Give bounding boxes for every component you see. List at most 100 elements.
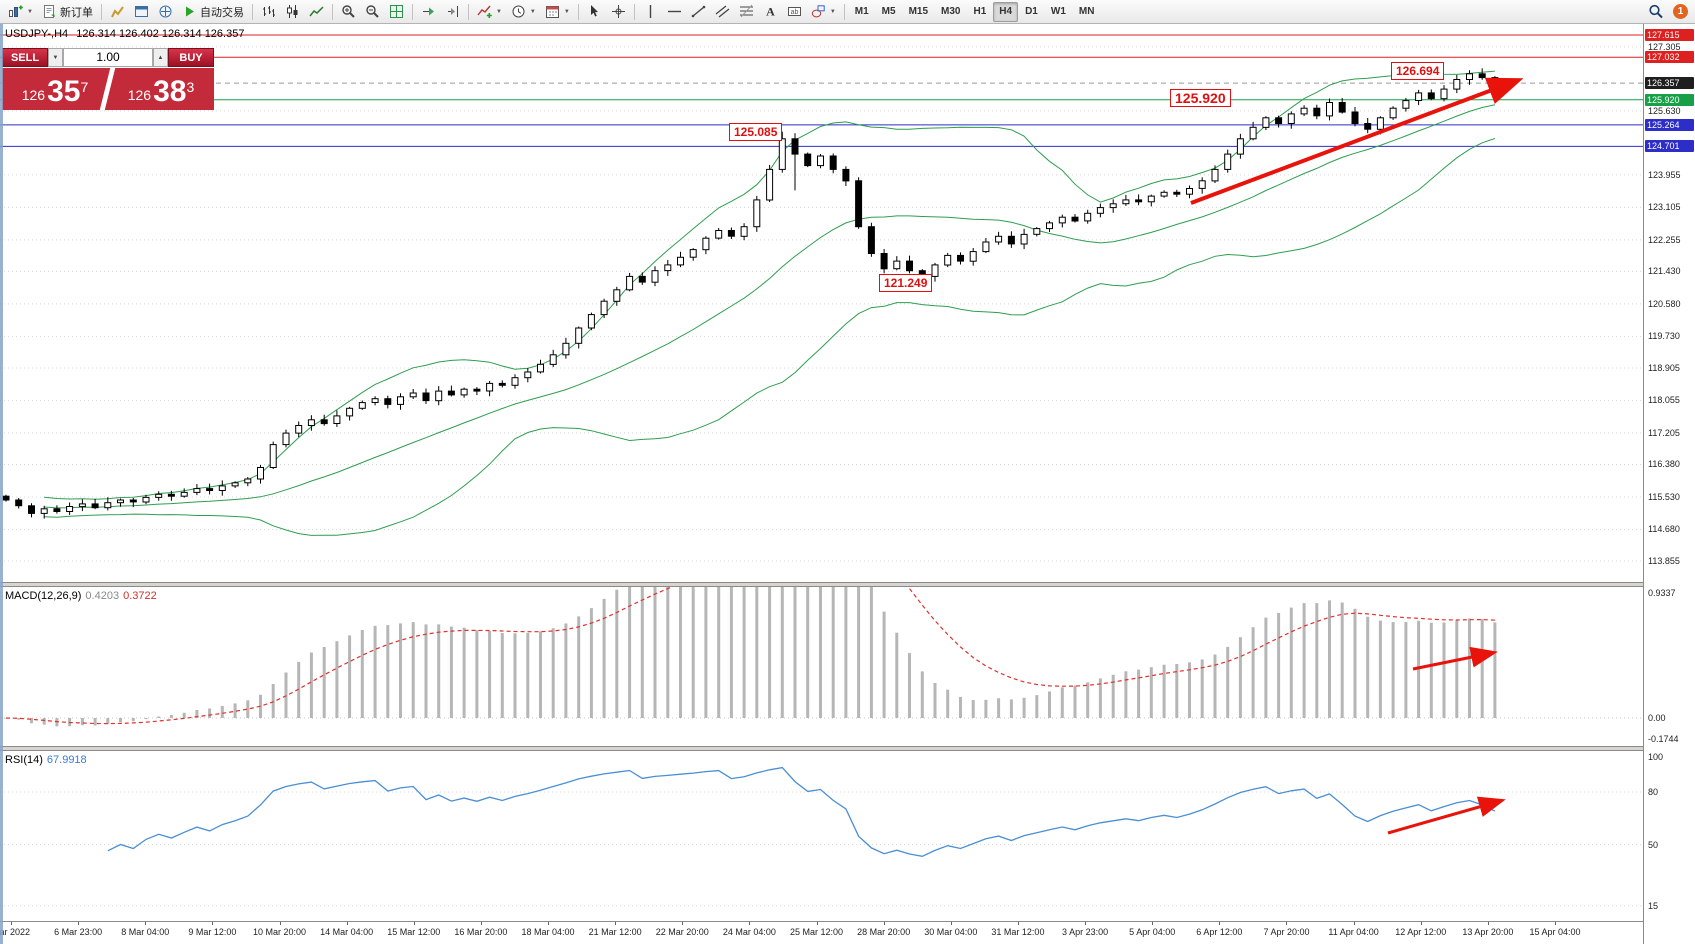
market-watch-button[interactable]: [106, 2, 129, 22]
buy-price-prefix: 126: [127, 87, 152, 103]
price-chart-canvas[interactable]: [0, 24, 1643, 582]
text-label-tool-button[interactable]: ab: [783, 2, 806, 22]
notification-badge[interactable]: 1: [1673, 4, 1688, 19]
price-axis-label: 116.380: [1648, 459, 1680, 470]
candlestick-chart-button[interactable]: [281, 2, 304, 22]
price-callout[interactable]: 125.085: [729, 123, 783, 141]
toolbar-separator: [843, 3, 845, 20]
time-axis-label: 3 Apr 23:00: [1062, 927, 1109, 937]
sell-price-sup: 7: [80, 79, 89, 95]
new-chart-button[interactable]: ▼: [4, 2, 37, 22]
price-axis-tag: 127.032: [1645, 51, 1694, 64]
chevron-down-icon: ▼: [495, 8, 502, 15]
clock-icon: [512, 5, 525, 18]
bid-ask-display: 126 35 7 126 38 3: [2, 68, 214, 110]
shapes-tool-button[interactable]: ▼: [807, 2, 840, 22]
toolbar-right-group: 1: [1644, 2, 1691, 22]
toolbar-separator: [577, 3, 579, 20]
macd-header: MACD(12,26,9) 0.4203 0.3722: [5, 590, 157, 602]
data-window-button[interactable]: [130, 2, 153, 22]
rsi-header: RSI(14) 67.9918: [5, 754, 87, 766]
horizontal-line-tool-button[interactable]: [663, 2, 686, 22]
zoom-out-icon: [366, 5, 379, 18]
time-axis-tick: [615, 922, 617, 925]
timeframe-h1-button[interactable]: H1: [967, 2, 992, 22]
navigator-button[interactable]: [154, 2, 177, 22]
timeframe-d1-button[interactable]: D1: [1019, 2, 1044, 22]
volume-decrease-button[interactable]: ▼: [48, 48, 63, 67]
price-axis-tag: 125.264: [1645, 118, 1694, 131]
price-callout[interactable]: 121.249: [879, 274, 933, 292]
trendline-tool-button[interactable]: [687, 2, 710, 22]
price-callout[interactable]: 125.920: [1170, 89, 1231, 107]
tile-windows-button[interactable]: [385, 2, 408, 22]
time-axis-tick: [1353, 922, 1355, 925]
time-axis-tick: [1286, 922, 1288, 925]
auto-scroll-button[interactable]: [417, 2, 440, 22]
time-axis-label: 24 Mar 04:00: [722, 927, 776, 937]
volume-input[interactable]: 1.00: [63, 48, 153, 67]
time-axis-tick: [346, 922, 348, 925]
channel-tool-button[interactable]: [711, 2, 734, 22]
timeframe-w1-button[interactable]: W1: [1045, 2, 1072, 22]
time-axis-tick: [749, 922, 751, 925]
price-axis-tag: 124.701: [1645, 140, 1694, 153]
time-axis-label: 31 Mar 12:00: [991, 927, 1045, 937]
window-edge-left: [0, 24, 3, 944]
buy-button[interactable]: BUY: [168, 48, 214, 67]
time-axis-tick: [11, 922, 12, 925]
rsi-axis-label: 80: [1648, 787, 1659, 797]
price-axis[interactable]: 127.305 125.630 123.955 123.105 122.255 121.4…: [1643, 24, 1695, 944]
timeframe-m1-button[interactable]: M1: [849, 2, 875, 22]
cursor-tool-button[interactable]: [583, 2, 606, 22]
main-toolbar: ▼ 新订单 自动交易: [0, 0, 1695, 24]
crosshair-tool-button[interactable]: [607, 2, 630, 22]
time-axis-label: 5 Apr 04:00: [1129, 927, 1176, 937]
panel-splitter[interactable]: [0, 746, 1695, 751]
fibonacci-tool-button[interactable]: [735, 2, 758, 22]
search-button[interactable]: [1644, 2, 1668, 22]
auto-scroll-icon: [422, 7, 434, 16]
svg-text:A: A: [766, 5, 775, 19]
time-axis-label: 10 Mar 20:00: [252, 927, 307, 937]
buy-price-sup: 3: [186, 79, 195, 95]
new-order-label: 新订单: [59, 6, 93, 19]
timeframe-dropdown-button[interactable]: ▼: [507, 2, 540, 22]
calendar-button[interactable]: ▼: [541, 2, 574, 22]
sell-button[interactable]: SELL: [2, 48, 48, 67]
calendar-icon: [545, 6, 559, 18]
text-tool-button[interactable]: A: [759, 2, 782, 22]
market-watch-icon: [111, 6, 124, 18]
new-order-button[interactable]: 新订单: [38, 2, 97, 22]
timeframe-h4-button[interactable]: H4: [993, 1, 1019, 22]
zoom-out-button[interactable]: [361, 2, 384, 22]
vertical-line-tool-button[interactable]: [639, 2, 662, 22]
timeframe-mn-button[interactable]: MN: [1073, 2, 1101, 22]
line-chart-icon: [309, 6, 324, 17]
chart-shift-button[interactable]: [441, 2, 464, 22]
bar-chart-button[interactable]: [257, 2, 280, 22]
zoom-in-button[interactable]: [337, 2, 360, 22]
time-axis[interactable]: Mar 2022 6 Mar 23:00 8 Mar 04:00 9 Mar 12:0…: [0, 921, 1643, 944]
rsi-canvas[interactable]: [0, 751, 1643, 921]
time-axis-tick: [1487, 922, 1489, 925]
price-axis-label: 119.730: [1648, 331, 1680, 342]
line-chart-button[interactable]: [305, 2, 328, 22]
timeframe-m15-button[interactable]: M15: [903, 2, 934, 22]
buy-price-display[interactable]: 126 38 3: [108, 68, 214, 110]
timeframe-m30-button[interactable]: M30: [935, 2, 966, 22]
horizontal-line-icon: [667, 10, 681, 13]
indicators-button[interactable]: ▼: [473, 2, 506, 22]
algo-trading-button[interactable]: 自动交易: [178, 2, 248, 22]
price-callout[interactable]: 126.694: [1391, 62, 1445, 80]
panel-splitter[interactable]: [0, 582, 1695, 587]
volume-increase-button[interactable]: ▲: [153, 48, 168, 67]
price-axis-label: 117.205: [1648, 427, 1680, 438]
macd-canvas[interactable]: [0, 587, 1643, 746]
time-axis-label: 25 Mar 12:00: [790, 927, 844, 937]
timeframe-m5-button[interactable]: M5: [876, 2, 902, 22]
price-axis-label: 120.580: [1648, 298, 1681, 309]
time-axis-tick: [816, 922, 818, 925]
sell-price-display[interactable]: 126 35 7: [2, 68, 108, 110]
macd-axis-label: 0.00: [1648, 713, 1666, 723]
